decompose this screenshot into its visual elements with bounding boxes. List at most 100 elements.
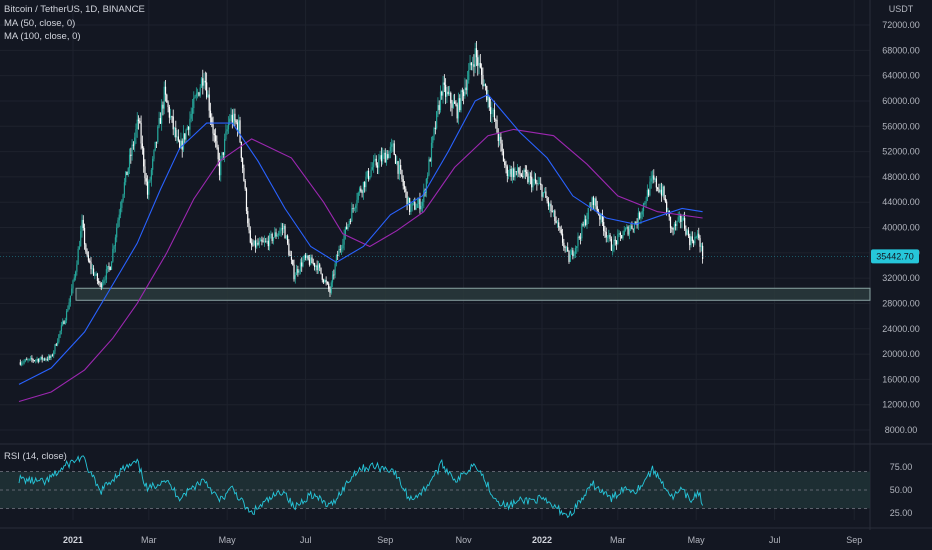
rsi-legend[interactable]: RSI (14, close) <box>4 451 67 462</box>
candle-body <box>141 143 143 149</box>
candle-body <box>260 239 262 242</box>
candle-body <box>654 178 656 180</box>
candle-body <box>469 62 471 70</box>
candle-body <box>529 176 532 178</box>
candle-body <box>523 169 525 177</box>
candle-body <box>161 104 163 124</box>
candle-body <box>333 274 335 276</box>
candle-body <box>173 127 176 130</box>
candle-body <box>348 221 350 225</box>
candle-body <box>687 230 690 237</box>
candle-body <box>459 98 461 111</box>
candle-body <box>446 91 448 97</box>
candle-body <box>488 96 490 108</box>
candle-body <box>402 179 404 186</box>
candle-body <box>254 240 257 248</box>
time-tick-label: May <box>219 535 237 545</box>
time-axis[interactable]: 2021 Mar May Jul Sep Nov 2022 Mar May Jul Sep <box>63 535 862 545</box>
candle-body <box>22 362 24 364</box>
price-tick-label: 28000.00 <box>882 298 920 308</box>
candle-body <box>137 119 140 121</box>
candle-body <box>351 208 353 222</box>
candle-body <box>406 191 408 206</box>
candle-body <box>41 356 43 360</box>
candle-body <box>594 198 596 206</box>
candle-body <box>689 236 691 246</box>
candle-body <box>520 174 523 177</box>
candle-body <box>194 96 196 99</box>
candle-body <box>72 280 74 289</box>
ma100-legend[interactable]: MA (100, close, 0) <box>4 31 81 42</box>
candle-body <box>45 359 47 361</box>
candle-body <box>599 214 601 220</box>
candle-body <box>591 197 593 208</box>
candle-body <box>44 358 46 360</box>
candle-body <box>56 341 59 346</box>
candle-body <box>556 222 559 224</box>
candle-body <box>477 57 479 66</box>
candle-body <box>545 191 547 198</box>
candle-body <box>510 168 512 177</box>
candle-body <box>540 183 542 186</box>
candle-body <box>356 199 358 206</box>
candle-body <box>463 91 465 97</box>
candle-body <box>217 147 219 160</box>
candle-body <box>401 170 403 180</box>
candle-body <box>116 227 118 238</box>
candle-body <box>498 136 501 141</box>
candle-body <box>54 344 56 352</box>
candle-body <box>257 242 259 245</box>
candle-body <box>229 118 231 123</box>
candle-body <box>26 359 28 361</box>
candle-body <box>209 110 212 118</box>
support-zone <box>75 287 871 301</box>
candle-body <box>53 351 55 356</box>
candle-body <box>695 236 697 238</box>
candle-body <box>267 240 269 247</box>
candle-body <box>429 159 431 162</box>
candle-body <box>376 165 379 168</box>
candle-body <box>578 236 580 238</box>
candle-body <box>645 200 647 204</box>
candle-body <box>518 167 520 174</box>
candle-body <box>104 279 106 281</box>
candle-body <box>658 189 660 193</box>
candle-body <box>216 141 218 148</box>
candle-body <box>483 84 485 87</box>
candle-body <box>96 273 99 281</box>
candle-body <box>190 113 192 119</box>
candle-body <box>421 201 424 206</box>
candle-body <box>47 356 50 360</box>
candle-body <box>357 192 359 200</box>
candle-body <box>195 93 197 97</box>
candle-body <box>433 128 435 137</box>
ma50-legend[interactable]: MA (50, close, 0) <box>4 18 76 29</box>
candle-body <box>586 218 588 225</box>
candle-body <box>671 227 673 229</box>
candle-body <box>290 255 293 260</box>
candle-body <box>434 128 436 129</box>
candle-body <box>146 181 149 195</box>
price-tick-label: 32000.00 <box>882 273 920 283</box>
candle-body <box>690 236 692 246</box>
candle-body <box>122 194 124 201</box>
candle-body <box>389 146 391 152</box>
candle-body <box>514 171 516 178</box>
candle-body <box>677 217 679 222</box>
candle-body <box>547 201 550 207</box>
candle-body <box>226 129 228 132</box>
candle-body <box>635 222 637 224</box>
price-axis[interactable]: USDT 8000.00 12000.00 16000.00 20000.00 24000… <box>871 4 920 518</box>
candle-body <box>621 235 623 239</box>
candle-body <box>587 208 589 219</box>
candle-body <box>335 255 338 264</box>
candle-body <box>119 207 122 215</box>
candle-body <box>669 216 672 228</box>
candle-body <box>397 161 399 174</box>
candle-body <box>330 282 332 293</box>
candle-body <box>650 178 652 182</box>
candle-body <box>99 282 101 284</box>
candle-body <box>251 242 253 245</box>
candle-body <box>157 126 159 143</box>
